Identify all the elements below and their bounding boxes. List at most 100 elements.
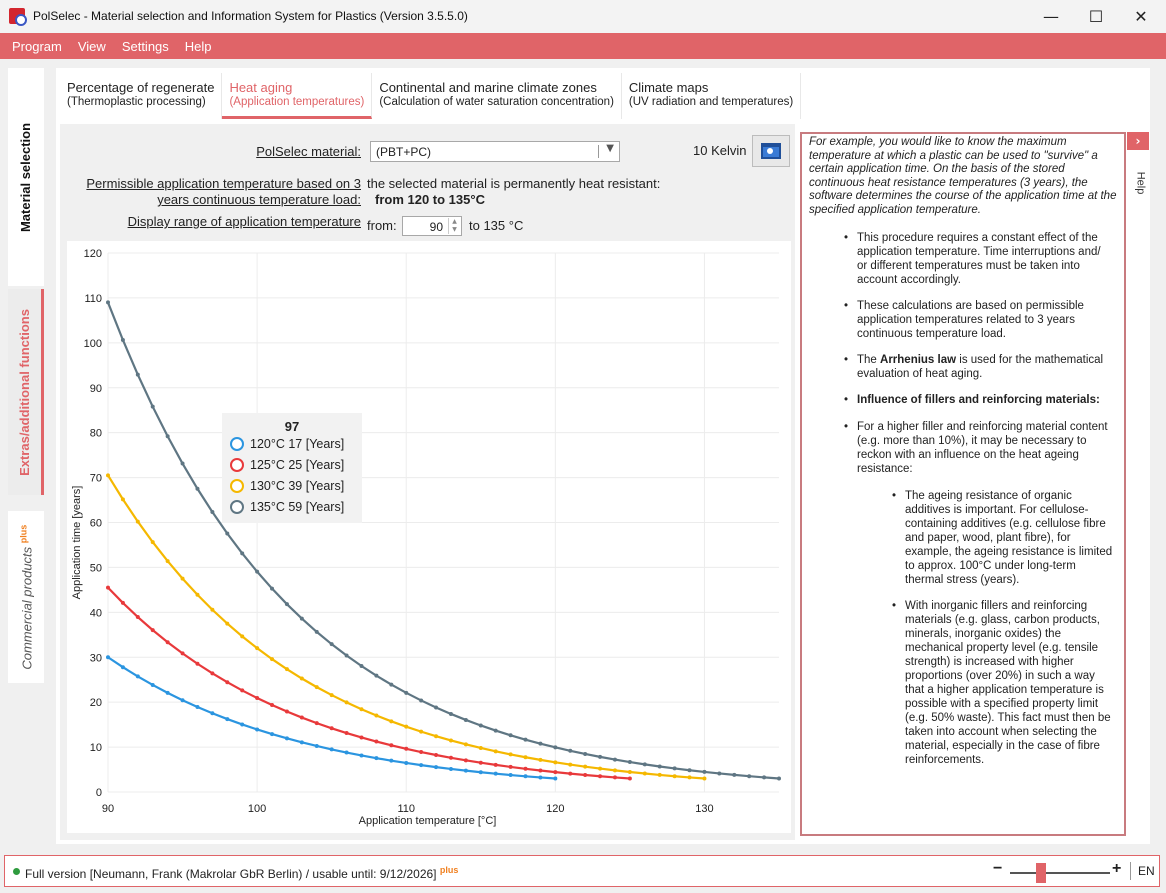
series-point: [419, 698, 424, 703]
series-point: [299, 616, 304, 621]
series-point: [255, 696, 260, 701]
chevron-right-icon[interactable]: ›: [1127, 132, 1149, 150]
zoom-slider[interactable]: [1010, 872, 1110, 874]
x-tick-label: 100: [248, 803, 266, 815]
series-point: [329, 726, 334, 731]
heat-aging-chart: 0 10 20 30 40 50 60 70 80 90 100 110 120 90 100 110 120 1…: [67, 241, 791, 833]
series-point: [135, 615, 140, 620]
y-tick-label: 20: [90, 697, 102, 709]
tooltip-title: 97: [284, 419, 300, 434]
y-tick-label: 50: [90, 562, 102, 574]
y-tick-label: 0: [96, 787, 102, 799]
help-panel[interactable]: For example, you would like to know the …: [800, 132, 1126, 836]
status-bar: Full version [Neumann, Frank (Makrolar G…: [4, 855, 1160, 887]
tooltip-row-130: 130°C 39 [Years]: [230, 479, 344, 493]
series-point: [553, 776, 558, 781]
series-point: [374, 713, 379, 718]
material-select[interactable]: (PBT+PC) ▼: [370, 141, 620, 162]
zoom-slider-thumb[interactable]: [1036, 863, 1046, 883]
side-tab-extras[interactable]: Extras/additional functions: [8, 289, 44, 495]
tab-percentage-regenerate[interactable]: Percentage of regenerate (Thermoplastic …: [60, 73, 223, 119]
window-settings-icon: [761, 143, 781, 159]
minimize-button[interactable]: —: [1043, 6, 1059, 26]
series-line-120: [107, 656, 556, 780]
close-button[interactable]: ✕: [1134, 6, 1148, 26]
spinner-arrows-icon[interactable]: ▲ ▼: [448, 218, 460, 234]
x-axis-label: Application temperature [°C]: [359, 815, 497, 827]
zoom-in-button[interactable]: +: [1112, 860, 1122, 877]
from-temperature-spinner[interactable]: 90 ▲ ▼: [402, 216, 462, 236]
series-point: [106, 655, 110, 660]
series-point: [374, 739, 379, 744]
menu-view[interactable]: View: [77, 38, 106, 54]
series-point: [404, 690, 409, 695]
side-tab-material-selection[interactable]: Material selection: [8, 68, 44, 286]
menu-settings[interactable]: Settings: [121, 38, 169, 54]
series-point: [135, 372, 140, 377]
series-point: [538, 741, 543, 746]
series-point: [478, 745, 483, 750]
series-point: [523, 766, 528, 771]
y-tick-label: 60: [90, 518, 102, 530]
series-point: [284, 602, 289, 607]
series-point: [120, 665, 125, 670]
series-point: [195, 592, 200, 597]
y-axis-label: Application time [years]: [71, 486, 83, 600]
series-point: [553, 745, 558, 750]
series-point: [523, 755, 528, 760]
series-point: [255, 569, 260, 574]
series-point: [463, 758, 468, 763]
from-temperature-value: 90: [429, 220, 443, 234]
series-point: [150, 540, 155, 545]
tab-heat-aging[interactable]: Heat aging (Application temperatures): [222, 73, 373, 119]
to-label: to 135 °C: [469, 218, 524, 233]
series-point: [508, 733, 513, 738]
maximize-button[interactable]: ☐: [1088, 6, 1104, 26]
series-point: [702, 769, 707, 774]
series-point: [448, 755, 453, 760]
y-tick-label: 90: [90, 383, 102, 395]
series-point: [538, 775, 543, 780]
series-point: [284, 709, 289, 714]
series-point: [165, 559, 170, 564]
help-tab-label: Help: [1134, 171, 1147, 195]
side-tab-commercial-products[interactable]: Commercial products plus: [8, 511, 44, 683]
help-side-tab[interactable]: › Help: [1127, 132, 1149, 210]
zoom-out-button[interactable]: −: [993, 860, 1003, 877]
series-point: [225, 531, 230, 536]
series-point: [359, 753, 364, 758]
series-point: [434, 765, 439, 770]
kelvin-settings-button[interactable]: [752, 135, 790, 167]
menu-help[interactable]: Help: [184, 38, 212, 54]
series-point: [538, 757, 543, 762]
series-point: [553, 770, 558, 775]
series-point: [642, 762, 647, 767]
tab-climate-zones[interactable]: Continental and marine climate zones (Ca…: [372, 73, 622, 119]
series-point: [329, 747, 334, 752]
license-status: Full version [Neumann, Frank (Makrolar G…: [25, 865, 459, 881]
series-point: [210, 671, 215, 676]
series-point: [478, 770, 483, 775]
y-tick-label: 10: [90, 742, 102, 754]
series-point: [553, 760, 558, 765]
menu-program[interactable]: Program: [12, 38, 62, 54]
language-selector[interactable]: EN: [1130, 862, 1155, 880]
series-point: [777, 776, 781, 781]
series-point: [523, 737, 528, 742]
y-tick-label: 30: [90, 652, 102, 664]
help-bullet-2: These calculations are based on permissi…: [844, 299, 1112, 341]
series-point: [448, 766, 453, 771]
series-point: [762, 775, 767, 780]
series-point: [568, 748, 573, 753]
series-point: [314, 685, 319, 690]
help-subbullet-1: The ageing resistance of organic additiv…: [892, 489, 1115, 587]
series-point: [344, 700, 349, 705]
tab-climate-maps[interactable]: Climate maps (UV radiation and temperatu…: [621, 73, 802, 119]
tooltip-row-125: 125°C 25 [Years]: [230, 458, 344, 472]
series-point: [508, 752, 513, 757]
circle-icon: [230, 500, 244, 514]
series-point: [434, 753, 439, 758]
series-point: [389, 682, 394, 687]
series-point: [627, 770, 632, 775]
display-range-label: Display range of application temperature: [127, 214, 361, 229]
